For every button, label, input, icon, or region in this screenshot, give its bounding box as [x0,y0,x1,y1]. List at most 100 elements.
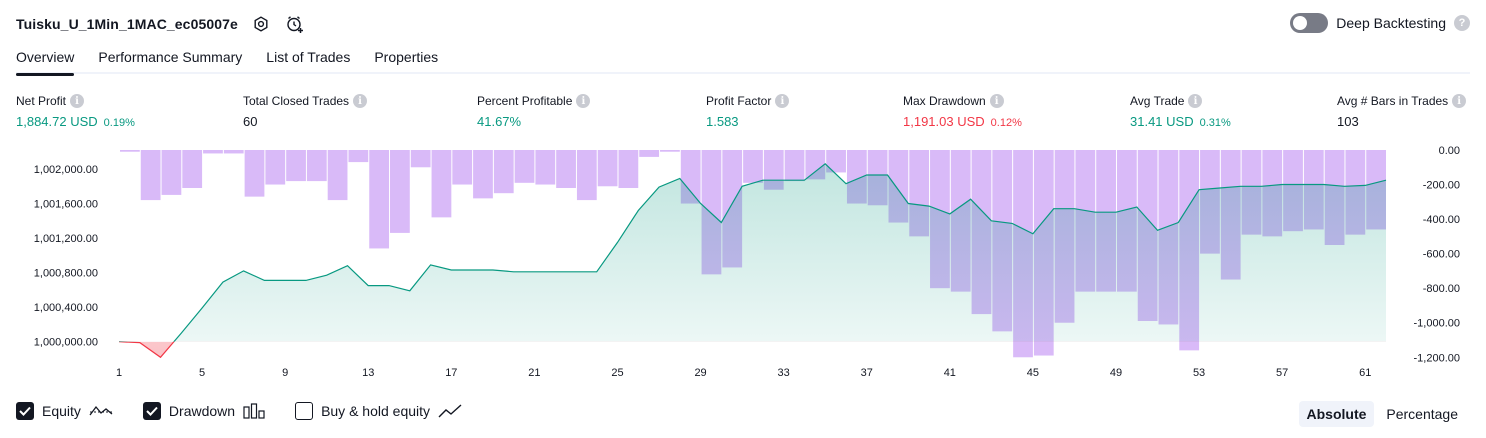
drawdown-bar [161,150,182,195]
drawdown-bar [618,150,639,188]
right-axis-tick-label: -1,000.00 [1414,318,1460,330]
x-axis-tick-label: 41 [944,367,956,379]
deep-backtesting-toggle[interactable] [1290,13,1329,33]
stat-avg-trade: Avg Trade i 31.41 USD 0.31% [1130,93,1231,129]
deep-backtesting: Deep Backtesting ? [1290,13,1470,33]
stat-value: 31.41 USD [1130,114,1194,129]
drawdown-bar [431,150,452,218]
stat-label: Net Profit [16,94,67,108]
legend-drawdown[interactable]: Drawdown [142,402,265,420]
buy-hold-line-icon [438,404,462,418]
equity-line-positive [118,163,1387,342]
drawdown-bar [535,150,556,185]
drawdown-bar [140,150,161,201]
legend-buy-hold-equity[interactable]: Buy & hold equity [295,402,462,420]
stat-net-profit: Net Profit i 1,884.72 USD 0.19% [16,93,135,129]
toggle-knob [1293,16,1308,30]
left-axis-tick-label: 1,001,200.00 [34,233,98,245]
help-icon[interactable]: ? [1454,15,1470,31]
report-tabs: Overview Performance Summary List of Tra… [16,42,1470,76]
drawdown-bar [743,150,763,183]
stat-value: 60 [243,114,258,129]
tab-list-of-trades[interactable]: List of Trades [266,49,351,65]
drawdown-bar [576,150,597,201]
right-axis-tick-label: 0.00 [1439,145,1460,157]
right-axis-tick-label: -1,200.00 [1414,352,1460,364]
checkbox-checked-icon[interactable] [142,402,161,420]
drawdown-bar [390,150,410,233]
equity-series [118,163,1387,359]
drawdown-bar [473,150,493,199]
x-axis-tick-label: 17 [445,367,457,379]
left-axis: 1,000,000.00 1,000,400.00 1,000,800.00 1,00… [34,164,98,349]
x-axis-tick-label: 1 [116,367,122,379]
x-axis-tick-label: 61 [1359,367,1371,379]
x-axis-tick-label: 45 [1027,367,1039,379]
x-axis-tick-label: 29 [694,367,706,379]
drawdown-bar [452,150,473,185]
add-alert-icon[interactable] [284,13,306,35]
chart-legend: Equity Drawdown Buy & hold equity [16,402,462,420]
equity-area-positive [119,163,1386,342]
info-icon[interactable]: i [70,94,85,108]
left-axis-tick-label: 1,001,600.00 [34,199,98,211]
info-icon[interactable]: i [576,94,591,108]
drawdown-bar [182,150,203,188]
stat-profit-factor: Profit Factor i 1.583 [706,93,790,129]
deep-backtesting-label: Deep Backtesting [1336,15,1446,31]
info-icon[interactable]: i [1452,94,1467,108]
info-icon[interactable]: i [989,94,1004,108]
report-header: Tuisku_U_1Min_1MAC_ec05007e [16,12,306,36]
legend-label: Buy & hold equity [321,403,431,419]
stat-percent: 0.31% [1199,117,1231,129]
stat-percent-profitable: Percent Profitable i 41.67% [477,93,591,129]
drawdown-bar [639,150,660,157]
stat-value: 1,884.72 USD [16,114,98,129]
value-mode-switch: Absolute Percentage [1298,401,1467,427]
drawdown-bar [327,150,348,201]
stat-percent: 0.19% [103,117,135,129]
drawdown-bar [223,150,244,154]
right-axis: 0.00 -200.00 -400.00 -600.00 -800.00 -1,000.0… [1414,145,1460,364]
x-axis-tick-label: 21 [528,367,540,379]
left-axis-tick-label: 1,000,000.00 [34,337,98,349]
legend-label: Equity [42,403,81,419]
checkbox-unchecked-icon[interactable] [295,402,314,420]
tab-overview[interactable]: Overview [16,42,75,76]
drawdown-bar [244,150,265,197]
stat-label: Max Drawdown [903,94,986,108]
tab-properties[interactable]: Properties [374,49,439,65]
drawdown-bar [306,150,327,182]
x-axis-tick-label: 49 [1110,367,1122,379]
left-axis-tick-label: 1,002,000.00 [34,164,98,176]
x-axis-tick-label: 5 [199,367,205,379]
drawdown-bar [556,150,576,188]
settings-icon[interactable] [250,13,272,35]
right-axis-tick-label: -600.00 [1423,249,1460,261]
stat-label: Avg Trade [1130,94,1185,108]
equity-area-negative [119,341,174,358]
x-axis: 1 5 9 13 17 21 25 29 33 37 41 45 49 53 57 61 [116,367,1371,379]
drawdown-bar [826,150,846,173]
info-icon[interactable]: i [1188,94,1203,108]
stat-avg-bars-in-trades: Avg # Bars in Trades i 103 [1337,93,1467,129]
info-icon[interactable]: i [775,94,790,108]
stat-value: 1,191.03 USD [903,114,985,129]
mode-absolute-button[interactable]: Absolute [1298,401,1375,427]
stat-value: 103 [1337,114,1359,129]
drawdown-bar [265,150,286,185]
drawdown-bar [120,150,140,152]
x-axis-tick-label: 25 [611,367,623,379]
stat-label: Percent Profitable [477,94,573,108]
checkbox-checked-icon[interactable] [16,402,34,420]
drawdown-bar [493,150,514,194]
tab-performance-summary[interactable]: Performance Summary [98,49,243,65]
legend-equity[interactable]: Equity [16,402,113,420]
equity-drawdown-chart: 1,000,000.00 1,000,400.00 1,000,800.00 1,00… [34,145,1460,379]
x-axis-tick-label: 9 [282,367,288,379]
info-icon[interactable]: i [353,94,368,108]
equity-line-icon [89,405,113,416]
drawdown-bars-icon [243,403,265,419]
drawdown-bar [369,150,390,249]
mode-percentage-button[interactable]: Percentage [1386,406,1458,422]
